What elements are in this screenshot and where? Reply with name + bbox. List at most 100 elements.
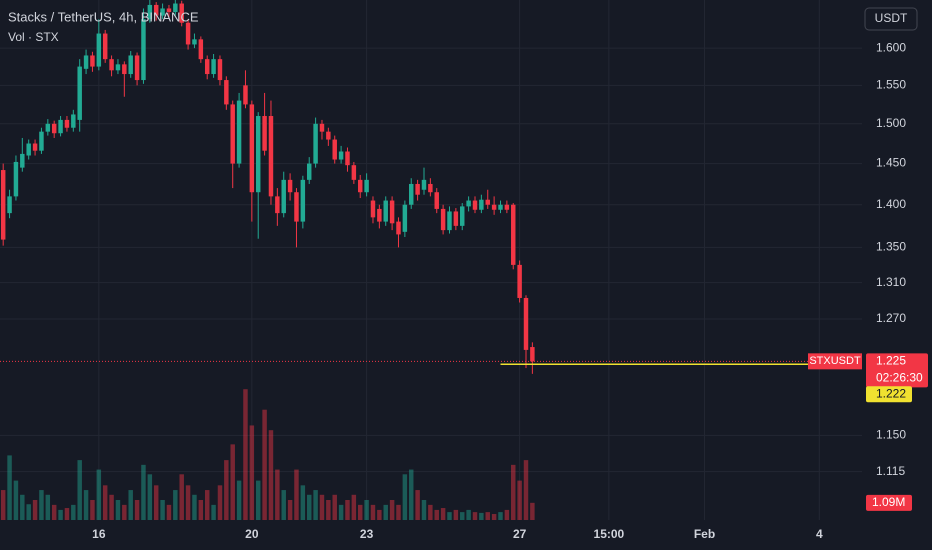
- volume-bar: [243, 389, 248, 520]
- y-tick-label: 1.350: [876, 240, 906, 254]
- volume-bar: [364, 499, 369, 520]
- candle-body: [460, 206, 465, 226]
- candle-body: [51, 123, 57, 134]
- candle-body: [268, 116, 274, 197]
- volume-bar: [249, 425, 255, 520]
- volume-bar: [357, 504, 363, 520]
- volume-bar: [7, 455, 12, 520]
- candle-body: [236, 100, 242, 164]
- volume-bar: [440, 508, 446, 520]
- candle-body: [326, 131, 331, 140]
- candle-body: [198, 39, 204, 60]
- candle-body: [498, 204, 503, 210]
- candle-body: [122, 64, 127, 75]
- volume-bar: [96, 469, 102, 520]
- volume-bar: [460, 512, 465, 520]
- volume-bar: [326, 499, 331, 520]
- candle-body: [153, 4, 159, 16]
- volume-bar: [153, 485, 159, 520]
- candle-body: [428, 183, 433, 193]
- candle-body: [192, 39, 197, 45]
- volume-bar: [45, 494, 51, 520]
- volume-tag: [866, 494, 912, 511]
- candle-body: [71, 114, 76, 128]
- volume-bar: [396, 504, 401, 520]
- volume-bar: [64, 508, 70, 520]
- candle-body: [345, 151, 350, 166]
- candle-body: [313, 123, 318, 164]
- candle-body: [185, 22, 191, 45]
- candle-body: [20, 153, 25, 168]
- candle-body: [141, 19, 146, 81]
- candle-body: [96, 33, 102, 67]
- volume-bar: [504, 509, 510, 520]
- volume-bar: [230, 444, 235, 520]
- candle-body: [300, 179, 306, 222]
- candle-body: [166, 8, 172, 13]
- volume-bar: [71, 504, 76, 520]
- candle-body: [332, 139, 337, 160]
- candle-body: [415, 183, 420, 195]
- y-tick-label: 1.115: [876, 464, 905, 478]
- volume-bar: [122, 504, 127, 520]
- volume-bar: [447, 512, 452, 520]
- candle-body: [491, 204, 497, 210]
- candle-body: [383, 200, 388, 222]
- candle-body: [90, 55, 95, 67]
- candle-body: [370, 200, 376, 218]
- volume-bar: [421, 499, 427, 520]
- candle-body: [230, 104, 235, 164]
- x-tick-label: 16: [92, 527, 106, 541]
- currency-label[interactable]: USDT: [875, 11, 908, 25]
- volume-bar: [192, 494, 197, 520]
- candle-body: [338, 151, 344, 160]
- volume-bar: [83, 490, 89, 520]
- volume-bar: [236, 480, 242, 520]
- volume-bar: [491, 514, 497, 520]
- volume-bar: [147, 474, 153, 520]
- volume-bar: [370, 504, 376, 520]
- candle-body: [466, 200, 471, 207]
- volume-bar: [217, 485, 223, 520]
- candle-body: [179, 3, 184, 23]
- symbol-label: STXUSDT: [809, 355, 861, 367]
- chart-title: Stacks / TetherUS, 4h, BINANCE: [8, 9, 199, 24]
- countdown-label: 02:26:30: [876, 371, 923, 385]
- candle-body: [217, 59, 223, 81]
- x-tick-label: Feb: [694, 527, 715, 541]
- candle-body: [58, 119, 63, 134]
- volume-bar: [498, 512, 503, 520]
- volume-bar: [109, 494, 114, 520]
- volume-bar: [294, 469, 299, 520]
- volume-bar: [179, 474, 184, 520]
- currency-button[interactable]: [864, 7, 918, 31]
- volume-bar: [472, 512, 478, 520]
- candle-body: [128, 55, 133, 75]
- candle-body: [224, 80, 229, 105]
- hline-label: 1.222: [876, 386, 906, 400]
- candle-body: [485, 199, 490, 205]
- candle-body: [262, 116, 267, 151]
- volume-bar: [345, 499, 350, 520]
- x-tick-label: 20: [245, 527, 259, 541]
- candle-body: [64, 119, 70, 128]
- x-tick-label: 23: [360, 527, 374, 541]
- volume-bar: [211, 504, 216, 520]
- candle-body: [249, 104, 255, 193]
- volume-bar: [32, 499, 38, 520]
- volume-bar: [58, 509, 63, 520]
- volume-bar: [517, 480, 522, 520]
- volume-bar: [0, 490, 6, 520]
- candle-body: [211, 59, 216, 75]
- candle-body: [281, 179, 286, 214]
- volume-bar: [102, 485, 108, 520]
- candle-body: [0, 170, 6, 240]
- plot-layer: [0, 0, 862, 520]
- candle-body: [377, 208, 382, 222]
- y-tick-label: 1.310: [876, 275, 906, 289]
- y-tick-label: 1.600: [876, 40, 906, 54]
- candle-body: [523, 297, 529, 350]
- volume-bar: [300, 485, 306, 520]
- candle-body: [306, 163, 312, 180]
- volume-bar: [351, 494, 357, 520]
